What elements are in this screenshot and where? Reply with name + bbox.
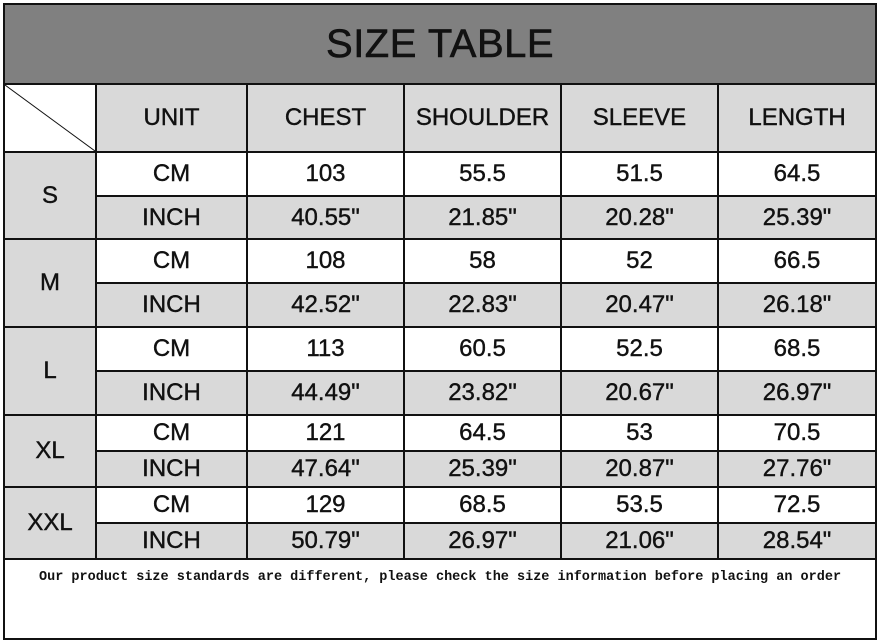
- value-sleeve: 53.5: [560, 486, 719, 524]
- value-chest: 47.64": [246, 450, 405, 488]
- value-sleeve: 51.5: [560, 151, 719, 197]
- value-length: 26.97": [716, 370, 878, 416]
- value-length: 70.5: [716, 414, 878, 452]
- row-l-inch: INCH 44.49" 23.82" 20.67" 26.97": [4, 370, 878, 416]
- row-s-inch: INCH 40.55" 21.85" 20.28" 25.39": [4, 195, 878, 240]
- value-length: 66.5: [716, 238, 878, 284]
- value-chest: 113: [246, 326, 405, 372]
- unit-cell: CM: [95, 151, 248, 197]
- unit-cell: INCH: [95, 450, 248, 488]
- value-shoulder: 58: [403, 238, 562, 284]
- value-sleeve: 20.28": [560, 195, 719, 240]
- unit-cell: CM: [95, 326, 248, 372]
- title-row: SIZE TABLE: [2, 3, 878, 85]
- row-m-cm: M CM 108 58 52 66.5: [3, 238, 878, 328]
- value-sleeve: 53: [560, 414, 719, 452]
- size-label: M: [3, 238, 97, 328]
- row-xxl-cm: XXL CM 129 68.5 53.5 72.5: [3, 486, 878, 560]
- value-length: 68.5: [716, 326, 878, 372]
- value-length: 26.18": [716, 282, 878, 328]
- unit-cell: INCH: [95, 195, 248, 240]
- diagonal-corner-cell: [3, 83, 97, 153]
- value-shoulder: 55.5: [403, 151, 562, 197]
- value-length: 28.54": [716, 522, 878, 560]
- row-xxl-inch: INCH 50.79" 26.97" 21.06" 28.54": [4, 522, 878, 560]
- size-label: L: [3, 326, 97, 416]
- row-xl-cm: XL CM 121 64.5 53 70.5: [3, 414, 878, 488]
- size-table-container: SIZE TABLE UNIT CHEST SHOULDER SLEEVE LENGTH…: [2, 3, 878, 640]
- value-shoulder: 21.85": [403, 195, 562, 240]
- value-chest: 129: [246, 486, 405, 524]
- value-shoulder: 25.39": [403, 450, 562, 488]
- row-m-inch: INCH 42.52" 22.83" 20.47" 26.18": [4, 282, 878, 328]
- value-shoulder: 26.97": [403, 522, 562, 560]
- size-label: XXL: [3, 486, 97, 560]
- value-chest: 40.55": [246, 195, 405, 240]
- value-length: 25.39": [716, 195, 878, 240]
- unit-cell: CM: [95, 238, 248, 284]
- row-l-cm: L CM 113 60.5 52.5 68.5: [3, 326, 878, 416]
- header-shoulder: SHOULDER: [403, 83, 562, 153]
- value-sleeve: 20.67": [560, 370, 719, 416]
- value-shoulder: 23.82": [403, 370, 562, 416]
- size-table: SIZE TABLE UNIT CHEST SHOULDER SLEEVE LENGTH…: [2, 3, 878, 640]
- diagonal-line: [5, 85, 95, 151]
- header-sleeve: SLEEVE: [560, 83, 719, 153]
- header-chest: CHEST: [246, 83, 405, 153]
- value-sleeve: 20.47": [560, 282, 719, 328]
- header-unit: UNIT: [95, 83, 248, 153]
- value-sleeve: 52.5: [560, 326, 719, 372]
- value-shoulder: 64.5: [403, 414, 562, 452]
- value-chest: 42.52": [246, 282, 405, 328]
- value-chest: 121: [246, 414, 405, 452]
- value-chest: 108: [246, 238, 405, 284]
- row-s-cm: S CM 103 55.5 51.5 64.5: [3, 151, 878, 240]
- value-shoulder: 68.5: [403, 486, 562, 524]
- row-xl-inch: INCH 47.64" 25.39" 20.87" 27.76": [4, 450, 878, 488]
- value-chest: 50.79": [246, 522, 405, 560]
- table-title: SIZE TABLE: [2, 3, 878, 85]
- value-shoulder: 22.83": [403, 282, 562, 328]
- unit-cell: INCH: [95, 282, 248, 328]
- value-length: 64.5: [716, 151, 878, 197]
- value-sleeve: 21.06": [560, 522, 719, 560]
- size-label: S: [3, 151, 97, 240]
- value-length: 72.5: [716, 486, 878, 524]
- value-shoulder: 60.5: [403, 326, 562, 372]
- unit-cell: INCH: [95, 370, 248, 416]
- value-sleeve: 20.87": [560, 450, 719, 488]
- value-chest: 103: [246, 151, 405, 197]
- unit-cell: CM: [95, 486, 248, 524]
- size-label: XL: [3, 414, 97, 488]
- footer-note: Our product size standards are different…: [2, 558, 878, 640]
- footer-row: Our product size standards are different…: [2, 558, 878, 640]
- value-length: 27.76": [716, 450, 878, 488]
- unit-cell: CM: [95, 414, 248, 452]
- header-row: UNIT CHEST SHOULDER SLEEVE LENGTH: [3, 83, 878, 153]
- value-chest: 44.49": [246, 370, 405, 416]
- value-sleeve: 52: [560, 238, 719, 284]
- header-length: LENGTH: [716, 83, 878, 153]
- unit-cell: INCH: [95, 522, 248, 560]
